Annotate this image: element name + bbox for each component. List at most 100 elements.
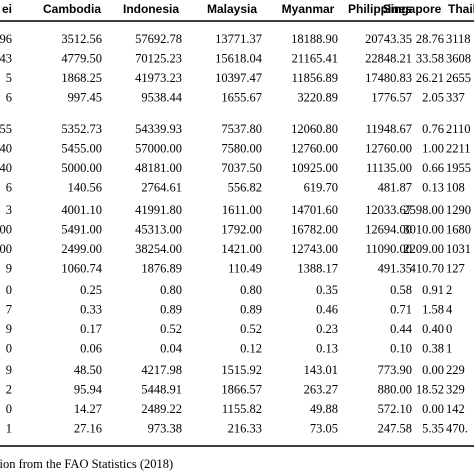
table-cell: 880.00 [378, 382, 412, 396]
column-header: Malaysia [207, 2, 257, 16]
table-cell: 5491.00 [61, 222, 102, 236]
table-cell: 9 [6, 261, 12, 275]
table-cell: 1868.25 [61, 71, 102, 85]
table-cell: 0.06 [80, 341, 102, 355]
table-cell: 0.89 [160, 302, 182, 316]
table-cell: 57692.78 [135, 32, 182, 46]
table-cell: 410.70 [410, 261, 444, 275]
table-cell: 12743.00 [291, 242, 338, 256]
table-cell: 57000.00 [135, 141, 182, 155]
table-cell: 1680 [446, 222, 471, 236]
table-cell: 0.52 [160, 322, 182, 336]
table-cell: 70125.23 [135, 51, 182, 65]
table-cell: 1.58 [422, 302, 444, 316]
table-cell: 619.70 [304, 180, 338, 194]
column-header: Singapore [383, 2, 442, 16]
table-cell: 1866.57 [221, 382, 262, 396]
table-cell: 22848.21 [365, 51, 412, 65]
table-cell: 12694.00 [365, 222, 412, 236]
table-cell: 108 [446, 180, 465, 194]
table-cell: 2211 [446, 141, 471, 155]
table-cell: 6 [6, 90, 12, 104]
table-cell: 00 [0, 242, 12, 256]
table-cell: 0.91 [422, 283, 444, 297]
table-cell: 0.40 [422, 322, 444, 336]
table-cell: 1290 [446, 203, 471, 217]
table-cell: 95.94 [74, 382, 103, 396]
table-cell: 12760.00 [365, 141, 412, 155]
table-cell: 216.33 [228, 421, 262, 435]
table-cell: 337 [446, 90, 465, 104]
table-cell: 1792.00 [221, 222, 262, 236]
table-cell: 96 [0, 32, 12, 46]
table-cell: 9538.44 [141, 90, 182, 104]
table-cell: 3010.00 [403, 222, 444, 236]
table-cell: 26.21 [416, 71, 444, 85]
table-cell: 3118 [446, 32, 471, 46]
table-cell: 5455.00 [61, 141, 102, 155]
table-cell: 10925.00 [291, 161, 338, 175]
table-cell: 0.80 [160, 283, 182, 297]
table-cell: 2 [446, 283, 452, 297]
table-cell: 3 [6, 203, 12, 217]
table-cell: 6 [6, 180, 12, 194]
table-cell: 0.10 [390, 341, 412, 355]
table-cell: 0.17 [80, 322, 102, 336]
table-cell: 773.90 [378, 363, 412, 377]
table-cell: 1031 [446, 242, 471, 256]
table-cell: 0.00 [422, 402, 444, 416]
table-cell: 2598.00 [403, 203, 444, 217]
table-cell: 14701.60 [291, 203, 338, 217]
table-cell: 0.38 [422, 341, 444, 355]
table-cell: 329 [446, 382, 465, 396]
table-cell: 3220.89 [297, 90, 338, 104]
table-cell: 9 [6, 363, 12, 377]
column-header: ei [2, 2, 12, 16]
table-cell: 5.35 [422, 421, 444, 435]
table-cell: 2.05 [422, 90, 444, 104]
table-cell: 41973.23 [135, 71, 182, 85]
table-cell: 12033.67 [365, 203, 412, 217]
table-cell: 0.66 [422, 161, 444, 175]
table-cell: 142 [446, 402, 465, 416]
table-cell: 0.12 [240, 341, 262, 355]
table-cell: 38254.00 [135, 242, 182, 256]
table-cell: 0.23 [316, 322, 338, 336]
table-cell: 4217.98 [141, 363, 182, 377]
table-cell: 2489.22 [141, 402, 182, 416]
table-cell: 48.50 [74, 363, 102, 377]
column-header: Cambodia [43, 2, 101, 16]
table-cell: 0 [6, 402, 12, 416]
table-cell: 997.45 [68, 90, 102, 104]
table-cell: 49.88 [310, 402, 338, 416]
table-cell: 0.46 [316, 302, 338, 316]
table-cell: 11090.00 [366, 242, 412, 256]
table-cell: 2764.61 [141, 180, 182, 194]
table-cell: 0.33 [80, 302, 102, 316]
column-header: Myanmar [282, 2, 335, 16]
table-cell: 110.49 [228, 261, 262, 275]
table-cell: 18.52 [416, 382, 444, 396]
table-cell: 40 [0, 141, 12, 155]
table-cell: 2 [6, 382, 12, 396]
table-cell: 1611.00 [222, 203, 262, 217]
table-cell: 15618.04 [215, 51, 263, 65]
table-cell: 0.13 [422, 180, 444, 194]
table-cell: 3512.56 [61, 32, 102, 46]
table-cell: 16782.00 [291, 222, 338, 236]
table-cell: 0.44 [390, 322, 413, 336]
table-cell: 28.76 [416, 32, 444, 46]
table-cell: 00 [0, 222, 12, 236]
table-cell: 40 [0, 161, 12, 175]
table-cell: 2655 [446, 71, 471, 85]
table-cell: 9 [6, 322, 12, 336]
table-cell: 11135.00 [366, 161, 412, 175]
table-cell: 43 [0, 51, 12, 65]
table-cell: 7580.00 [221, 141, 262, 155]
table-cell: 2110 [446, 122, 471, 136]
table-cell: 17480.83 [365, 71, 412, 85]
table-cell: 48181.00 [135, 161, 182, 175]
table-cell: 140.56 [68, 180, 102, 194]
